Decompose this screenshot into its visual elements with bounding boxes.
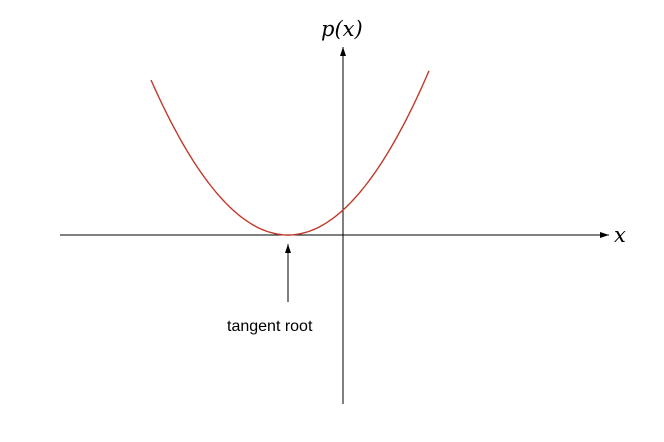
tangent-root-label: tangent root — [227, 318, 313, 335]
x-axis-label: x — [614, 223, 626, 247]
polynomial-curve — [150, 70, 430, 236]
y-axis-label: p(x) — [321, 17, 363, 41]
